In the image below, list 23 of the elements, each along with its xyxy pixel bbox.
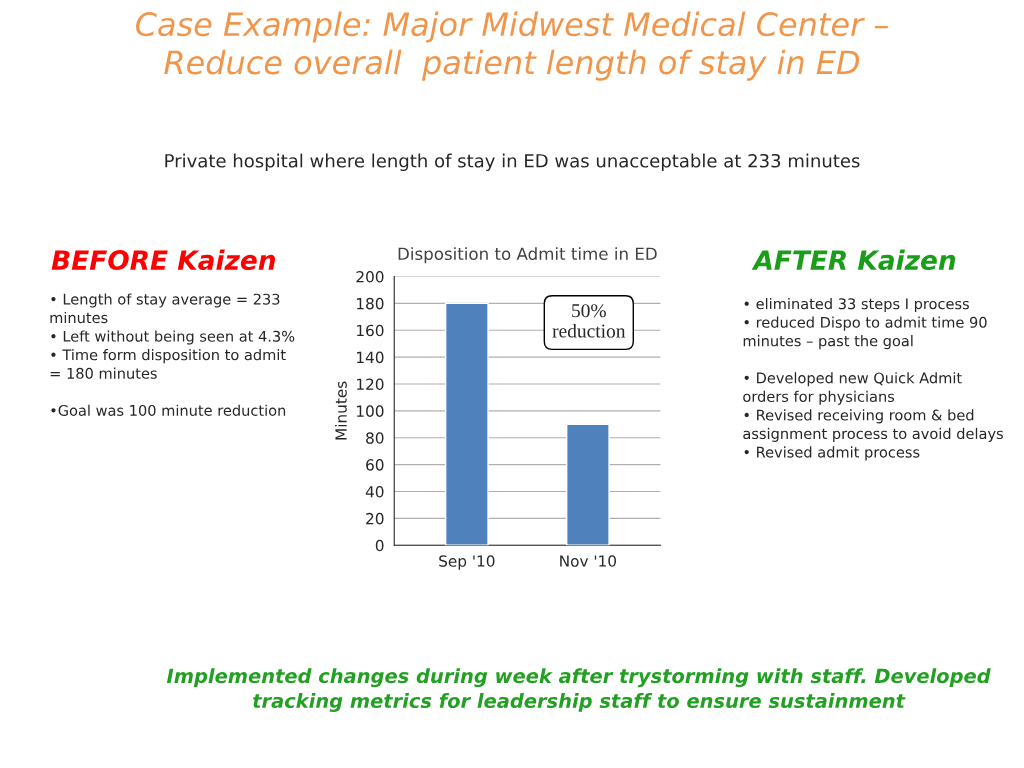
text: • eliminated 33 steps I process • reduced Dispo to admit time 90 minutes – past the goal • Developed new Quick Admit orders for physicians • Revised receiving room & bed assignment process to avoid delays • Revised admit process (743, 297, 1003, 461)
y-axis-title: Minutes (335, 381, 347, 440)
y-tick-label: 140 (357, 351, 384, 364)
text: AFTER Kaizen (751, 249, 956, 271)
y-tick-label: 100 (357, 405, 384, 417)
y-tick-label: 0 (375, 539, 384, 552)
y-tick-label: 200 (356, 270, 384, 283)
annotation: 50% reduction (552, 304, 626, 338)
y-tick-label: 20 (366, 512, 384, 525)
text: Private hospital where length of stay in ED was unacceptable at 233 minutes (165, 153, 860, 172)
text: • Length of stay average = 233 minutes • Left without being seen at 4.3% • Time form disposition to admit = 180 minutes •Goal was 100 minute reduction (50, 293, 295, 416)
chart-title: Disposition to Admit time in ED (398, 247, 657, 264)
text: BEFORE Kaizen (51, 249, 276, 271)
x-tick-label: Nov '10 (560, 555, 617, 567)
y-tick-label: 40 (365, 485, 384, 498)
text: Case Example: Major Midwest Medical Center – Reduce overall patient length of stay in ED (136, 11, 888, 81)
text: Implemented changes during week after trystorming with staff. Developed tracking metrics for leadership staff to ensure sustainment (166, 668, 991, 713)
y-tick-label: 120 (357, 378, 384, 391)
y-tick-label: 80 (366, 432, 384, 444)
y-tick-label: 180 (357, 297, 384, 310)
x-tick-label: Sep '10 (439, 555, 495, 570)
y-tick-label: 60 (366, 459, 384, 471)
y-tick-label: 160 (357, 324, 384, 337)
